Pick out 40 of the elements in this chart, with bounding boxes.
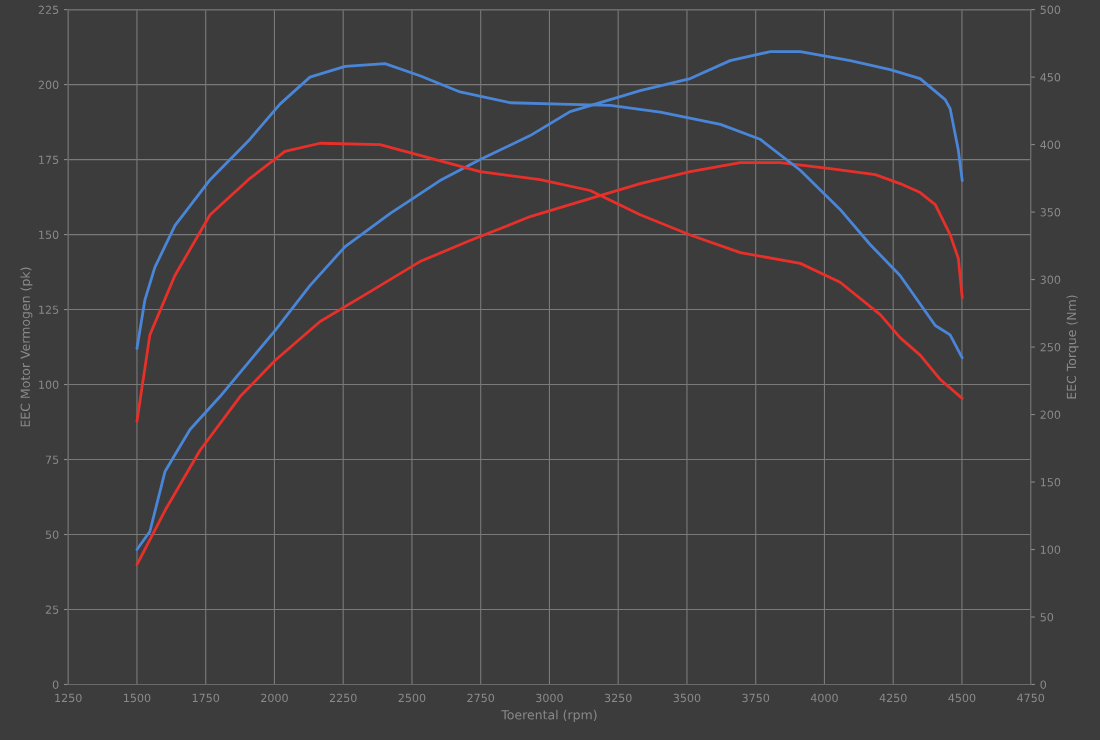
y2-tick-label: 200	[1040, 410, 1061, 419]
y-tick-label: 100	[39, 380, 59, 389]
x-tick-label: 4500	[948, 693, 976, 703]
x-tick-label: 1500	[124, 693, 151, 703]
y-axis-title: EEC Motor Vermogen (pk)	[20, 267, 33, 427]
x-tick-label: 3500	[673, 693, 701, 703]
y2-tick-label: 50	[1040, 612, 1054, 622]
y2-tick-label: 150	[1040, 478, 1061, 487]
y-tick-label: 200	[38, 80, 59, 89]
y2-tick-label: 400	[1040, 140, 1061, 149]
y2-tick-label: 500	[1040, 5, 1061, 14]
x-tick-label: 2500	[398, 693, 426, 703]
x-tick-label: 2000	[261, 693, 288, 703]
x-tick-label: 4000	[810, 693, 838, 703]
y-tick-label: 50	[45, 530, 59, 539]
x-tick-label: 3250	[604, 693, 632, 703]
x-tick-label: 4750	[1017, 693, 1045, 703]
y2-tick-label: 300	[1040, 275, 1061, 284]
y-tick-label: 125	[39, 305, 59, 314]
y2-tick-label: 350	[1040, 208, 1061, 217]
y-tick-label: 150	[39, 230, 59, 239]
y-tick-label: 0	[52, 680, 59, 689]
x-tick-label: 1250	[55, 693, 82, 703]
x-axis-title: Toerental (rpm)	[501, 709, 597, 722]
y2-tick-label: 100	[1040, 545, 1061, 554]
x-tick-label: 4250	[879, 693, 907, 703]
x-tick-label: 3000	[536, 693, 563, 703]
y-tick-label: 75	[45, 455, 59, 464]
x-tick-label: 1750	[192, 693, 220, 703]
y2-tick-label: 0	[1040, 680, 1047, 689]
line-series	[135, 50, 964, 551]
x-tick-label: 2250	[329, 693, 357, 703]
x-tick-label: 2750	[467, 693, 495, 703]
y-tick-label: 225	[38, 5, 59, 14]
y2-tick-label: 250	[1040, 343, 1061, 352]
x-tick-label: 3750	[742, 693, 770, 703]
y2-axis-title: EEC Torque (Nm)	[1066, 295, 1079, 399]
y-tick-label: 25	[45, 605, 59, 614]
y-tick-label: 175	[39, 155, 59, 164]
y2-tick-label: 450	[1040, 73, 1061, 82]
